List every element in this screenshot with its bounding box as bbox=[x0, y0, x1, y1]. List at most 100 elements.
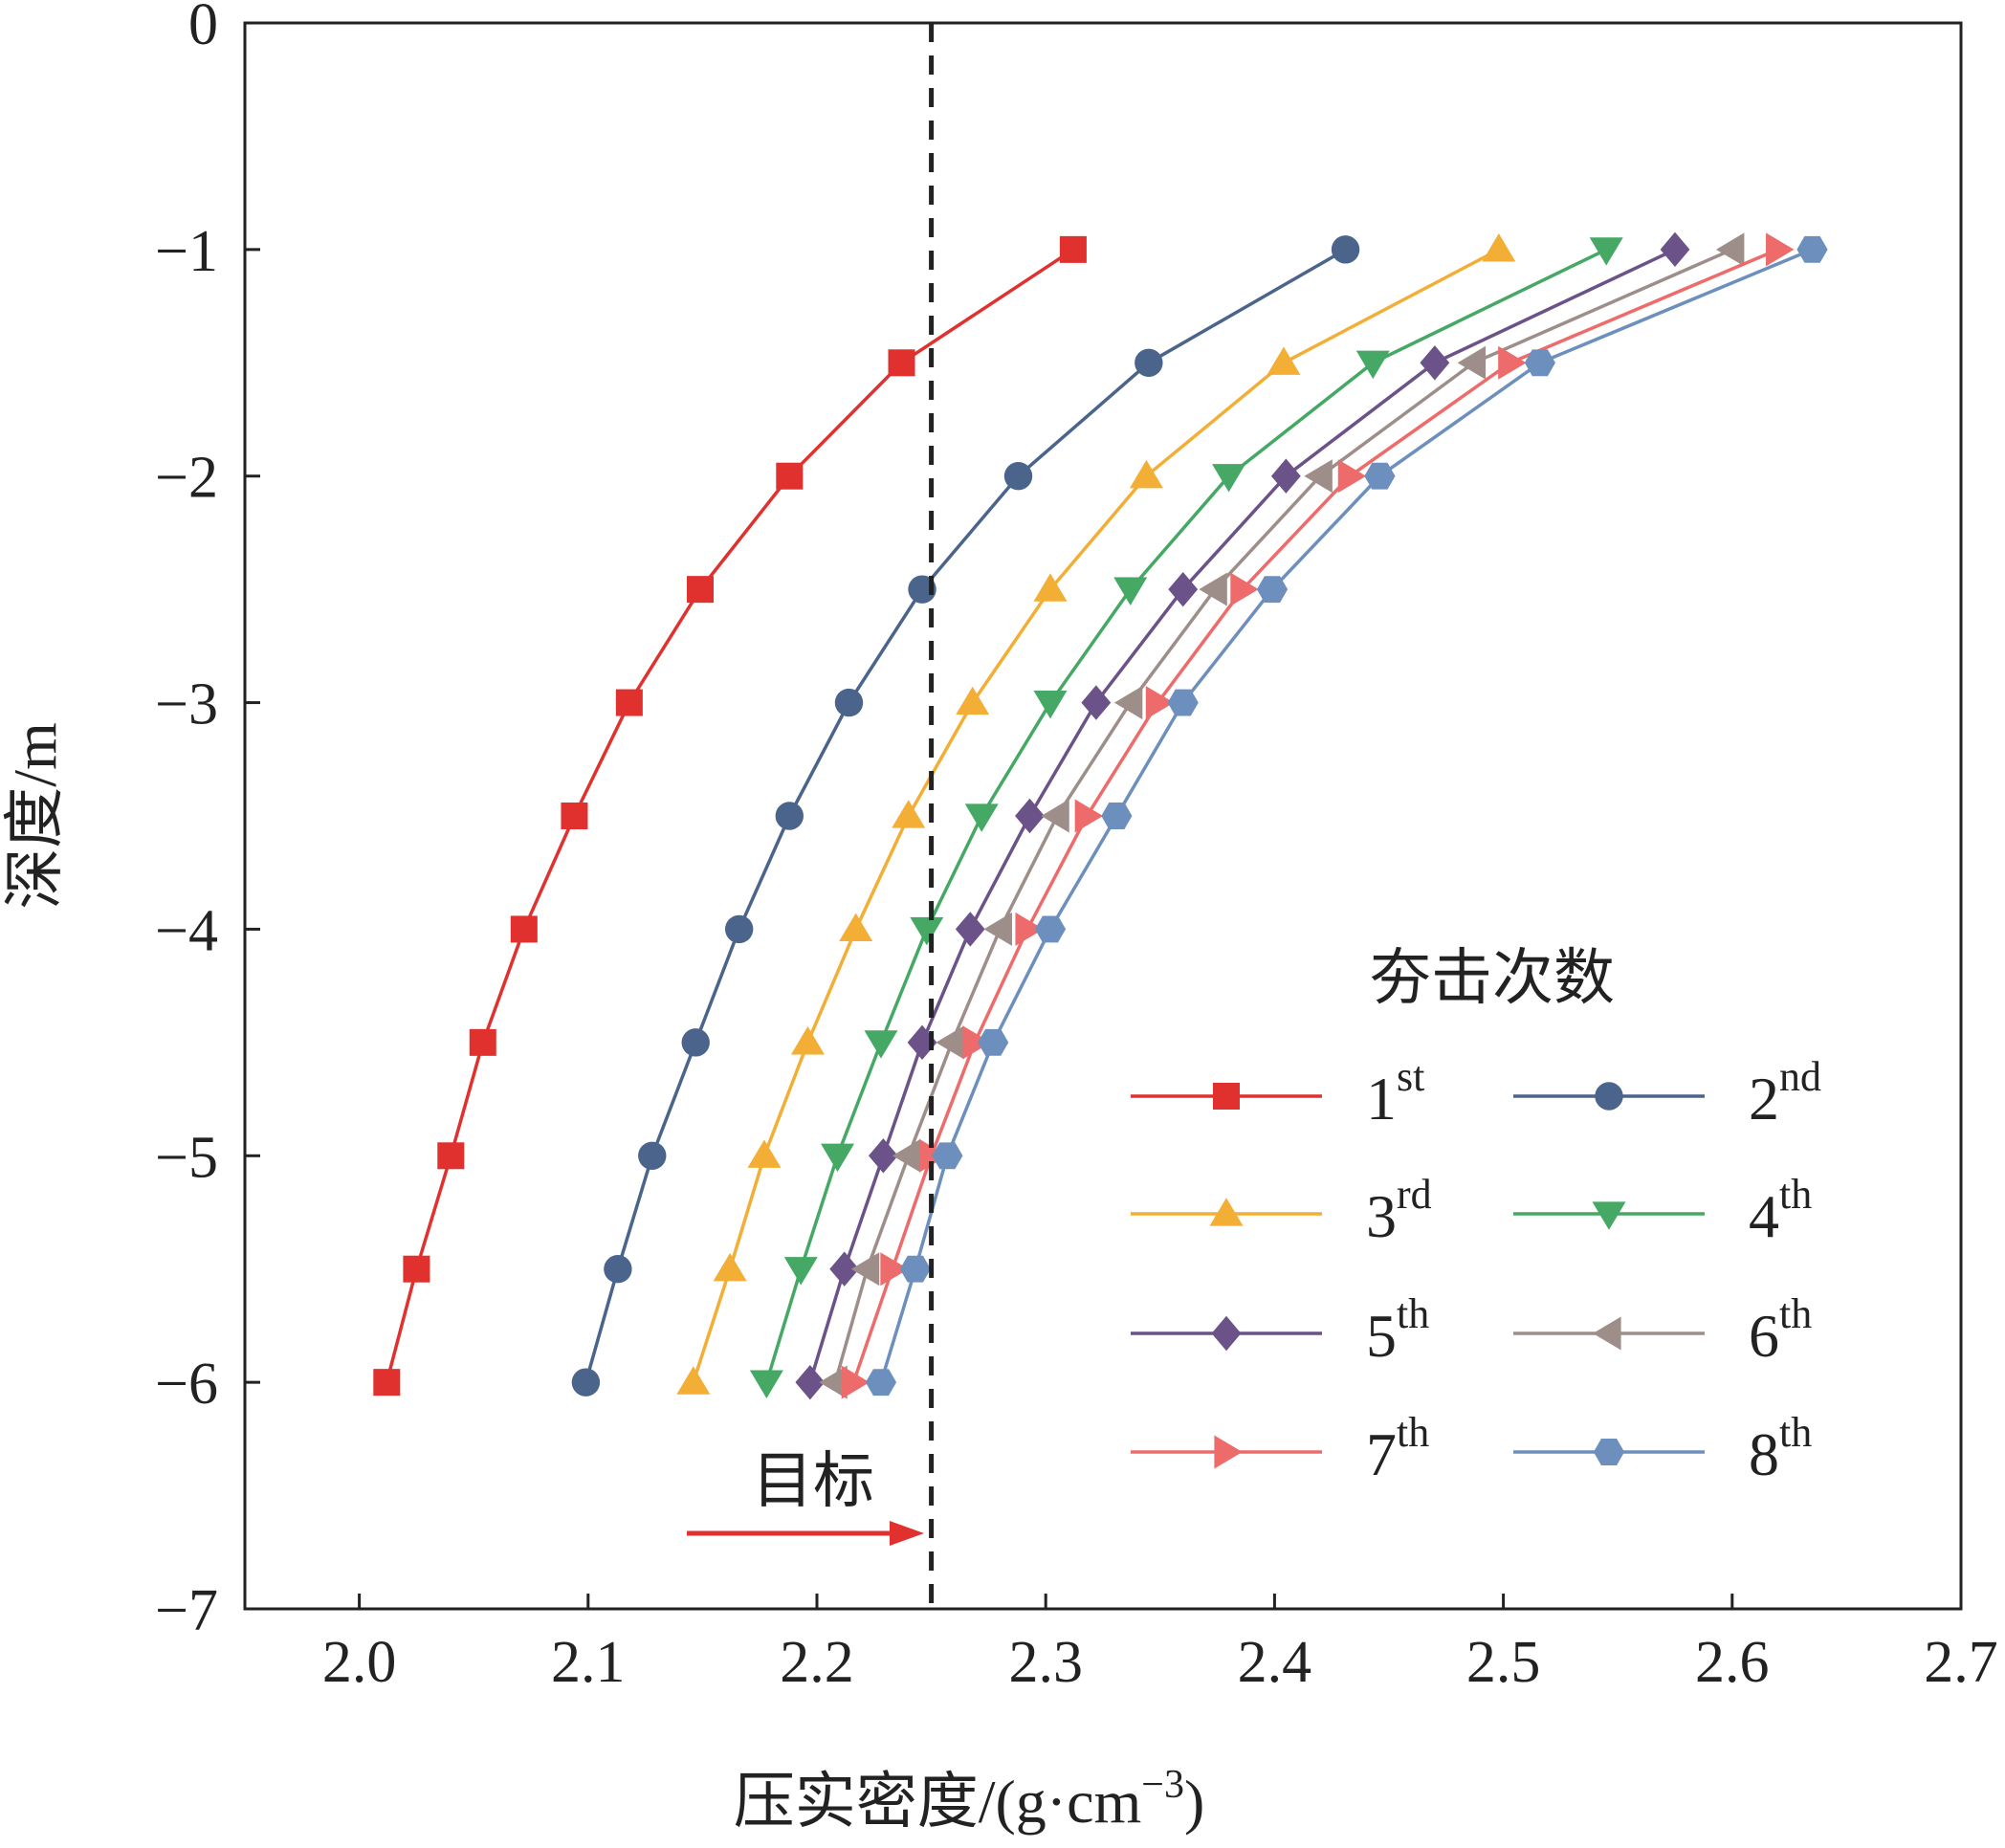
legend-item-2nd: 2nd bbox=[1513, 1053, 1821, 1133]
data-point bbox=[1041, 799, 1069, 833]
data-point bbox=[1129, 459, 1163, 489]
x-tick-label: 2.2 bbox=[780, 1630, 854, 1695]
x-tick-label: 2.4 bbox=[1238, 1630, 1312, 1695]
y-axis-label: 深度/m bbox=[1, 722, 69, 910]
legend-label-number: 8 bbox=[1749, 1420, 1779, 1488]
data-point bbox=[978, 1028, 1009, 1056]
series-2nd bbox=[571, 235, 1360, 1397]
data-point bbox=[1168, 571, 1199, 607]
x-axis-label-main: 压实密度/(g·cm bbox=[734, 1768, 1142, 1836]
legend-marker bbox=[1213, 1083, 1240, 1110]
data-point bbox=[676, 1366, 711, 1395]
data-point bbox=[865, 1369, 897, 1397]
data-point bbox=[1145, 686, 1175, 720]
legend-label-suffix: nd bbox=[1779, 1053, 1821, 1100]
x-tick-label: 2.1 bbox=[551, 1630, 626, 1695]
data-point bbox=[819, 1365, 848, 1399]
data-point bbox=[834, 688, 864, 717]
y-tick-label: −3 bbox=[155, 672, 218, 737]
data-point bbox=[1101, 803, 1133, 829]
data-point bbox=[932, 1142, 963, 1170]
legend-label-number: 3 bbox=[1366, 1182, 1397, 1250]
legend-label-suffix: th bbox=[1397, 1409, 1429, 1456]
data-point bbox=[571, 1368, 601, 1397]
data-point bbox=[604, 1255, 632, 1284]
data-point bbox=[1199, 572, 1227, 606]
legend-marker bbox=[1592, 1201, 1626, 1230]
legend-label-number: 2 bbox=[1749, 1065, 1779, 1133]
data-point bbox=[892, 1138, 921, 1173]
legend-label: 7th bbox=[1366, 1409, 1429, 1488]
series-8th bbox=[865, 235, 1828, 1397]
legend-marker bbox=[1595, 1082, 1623, 1111]
data-point bbox=[1015, 912, 1044, 946]
series-6th bbox=[819, 232, 1745, 1399]
data-point bbox=[1331, 235, 1360, 264]
legend-item-4th: 4th bbox=[1513, 1171, 1812, 1250]
legend-marker bbox=[1214, 1435, 1243, 1469]
legend-label: 8th bbox=[1749, 1409, 1812, 1488]
legend-label-number: 4 bbox=[1749, 1182, 1779, 1250]
data-point bbox=[1256, 576, 1289, 604]
legend-label-suffix: rd bbox=[1397, 1171, 1432, 1218]
legend-marker bbox=[1593, 1316, 1621, 1351]
series-1st bbox=[373, 235, 1087, 1397]
data-point bbox=[899, 1255, 931, 1283]
legend-marker bbox=[1593, 1439, 1625, 1465]
data-point bbox=[1482, 233, 1516, 262]
series-4th bbox=[749, 237, 1623, 1398]
legend-marker bbox=[1209, 1198, 1244, 1226]
data-point bbox=[888, 349, 915, 377]
data-point bbox=[864, 1030, 898, 1059]
data-point bbox=[403, 1255, 430, 1283]
data-point bbox=[850, 1252, 880, 1287]
data-point bbox=[910, 916, 944, 946]
data-point bbox=[615, 689, 643, 716]
legend-item-1st: 1st bbox=[1131, 1053, 1424, 1133]
data-point bbox=[962, 1025, 991, 1060]
data-point bbox=[1457, 345, 1487, 380]
data-point bbox=[841, 1365, 870, 1399]
data-point bbox=[790, 1026, 825, 1055]
data-point bbox=[1113, 577, 1148, 605]
y-tick-label: −6 bbox=[155, 1352, 218, 1417]
legend-label-number: 7 bbox=[1366, 1420, 1397, 1488]
data-point bbox=[1033, 573, 1068, 602]
data-point bbox=[561, 803, 588, 829]
legend-marker bbox=[1211, 1315, 1242, 1352]
data-point bbox=[1660, 231, 1690, 268]
legend-label: 2nd bbox=[1749, 1053, 1821, 1133]
y-tick-label: −4 bbox=[155, 898, 218, 963]
data-point bbox=[936, 1025, 964, 1060]
data-point bbox=[1034, 915, 1067, 943]
data-point bbox=[1766, 232, 1795, 267]
x-tick-label: 2.3 bbox=[1008, 1630, 1083, 1695]
data-point bbox=[839, 913, 873, 942]
legend-label-suffix: th bbox=[1397, 1290, 1429, 1337]
data-point bbox=[1498, 345, 1527, 380]
data-point bbox=[724, 914, 754, 944]
data-point bbox=[775, 802, 804, 830]
data-point bbox=[1081, 685, 1112, 720]
data-point bbox=[1003, 462, 1033, 491]
data-point bbox=[681, 1028, 710, 1057]
data-point bbox=[1074, 799, 1104, 833]
legend-item-8th: 8th bbox=[1513, 1409, 1812, 1488]
data-point bbox=[1716, 232, 1745, 267]
series-line bbox=[385, 248, 1074, 1383]
data-point bbox=[868, 1138, 898, 1174]
legend-label-suffix: st bbox=[1397, 1053, 1424, 1100]
x-tick-label: 2.0 bbox=[322, 1630, 397, 1695]
data-point bbox=[747, 1139, 782, 1168]
data-point bbox=[373, 1369, 401, 1397]
x-tick-label: 2.5 bbox=[1466, 1630, 1541, 1695]
legend-title: 夯击次数 bbox=[1370, 944, 1615, 1012]
legend-item-3rd: 3rd bbox=[1131, 1171, 1432, 1250]
data-point bbox=[983, 912, 1012, 946]
legend-label: 5th bbox=[1366, 1290, 1429, 1370]
data-point bbox=[829, 1251, 860, 1287]
data-point bbox=[964, 803, 999, 832]
legend-label-suffix: th bbox=[1779, 1409, 1812, 1456]
